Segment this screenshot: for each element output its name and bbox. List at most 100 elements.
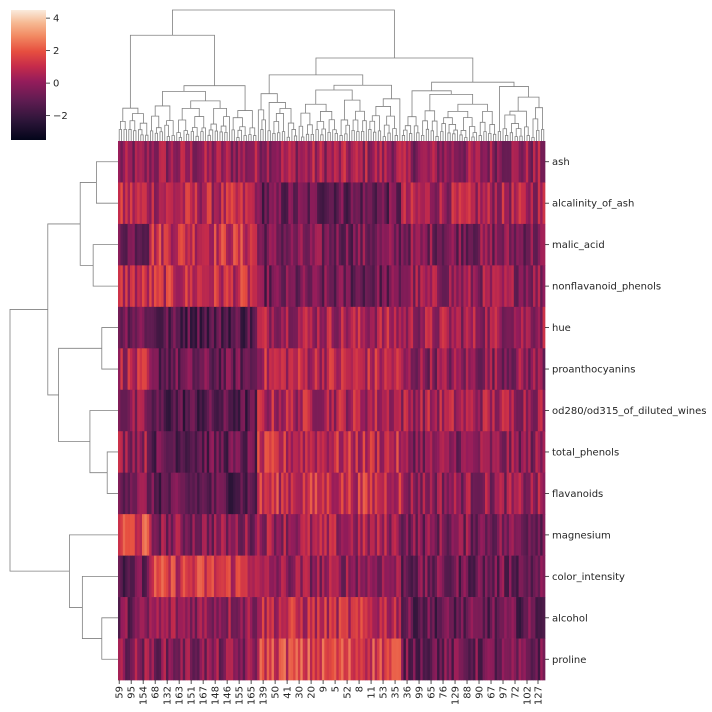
heatmap-cell xyxy=(345,389,349,432)
heatmap-cell xyxy=(386,597,390,639)
heatmap-cell xyxy=(317,141,320,183)
heatmap-cell xyxy=(338,597,342,639)
heatmap-cell xyxy=(168,223,172,266)
heatmap-cell xyxy=(134,182,138,225)
heatmap-cell xyxy=(389,431,392,474)
heatmap-cell xyxy=(528,638,531,681)
heatmap-cell xyxy=(470,555,474,598)
heatmap-cell xyxy=(319,638,323,681)
heatmap-cell xyxy=(151,182,155,225)
heatmap-cell xyxy=(132,597,136,639)
heatmap-cell xyxy=(295,348,299,391)
heatmap-cell xyxy=(446,348,450,391)
heatmap-cell xyxy=(432,597,435,639)
heatmap-cell xyxy=(333,223,337,266)
heatmap-cell xyxy=(357,597,361,639)
heatmap-cell xyxy=(350,431,354,474)
heatmap-cell xyxy=(372,514,376,556)
heatmap-cell xyxy=(350,514,354,556)
heatmap-cell xyxy=(408,555,412,598)
heatmap-cell xyxy=(348,223,352,266)
dendrogram-link xyxy=(332,129,337,141)
heatmap-cell xyxy=(497,182,500,225)
heatmap-cell xyxy=(233,223,236,266)
heatmap-cell xyxy=(487,638,491,681)
heatmap-cell xyxy=(542,555,546,598)
heatmap-cell xyxy=(365,306,368,349)
heatmap-cell xyxy=(477,555,481,598)
heatmap-cell xyxy=(165,265,169,308)
row-label: od280/od315_of_diluted_wines xyxy=(552,406,706,417)
heatmap-cell xyxy=(499,306,503,349)
dendrogram-link xyxy=(120,120,126,130)
heatmap-cell xyxy=(182,306,186,349)
heatmap-cell xyxy=(535,182,539,225)
heatmap-cell xyxy=(429,472,433,515)
heatmap-cell xyxy=(535,141,539,183)
heatmap-cell xyxy=(285,638,289,681)
heatmap-cell xyxy=(254,555,258,598)
heatmap-cell xyxy=(336,638,340,681)
heatmap-cell xyxy=(398,265,402,308)
heatmap-cell xyxy=(153,182,157,225)
heatmap-cell xyxy=(129,555,133,598)
heatmap-cell xyxy=(525,514,529,556)
heatmap-cell xyxy=(377,514,380,556)
heatmap-cell xyxy=(213,182,217,225)
dendrogram-link xyxy=(237,110,253,128)
heatmap-cell xyxy=(425,555,428,598)
heatmap-cell xyxy=(437,431,440,474)
heatmap-cell xyxy=(228,472,232,515)
heatmap-cell xyxy=(377,141,380,183)
heatmap-cell xyxy=(139,431,143,474)
heatmap-cell xyxy=(314,306,318,349)
heatmap-cell xyxy=(360,638,364,681)
heatmap-cell xyxy=(197,431,200,474)
heatmap-cell xyxy=(461,141,464,183)
heatmap-cell xyxy=(132,306,136,349)
heatmap-cell xyxy=(242,141,246,183)
heatmap-cell xyxy=(417,141,421,183)
heatmap-cell xyxy=(187,472,191,515)
heatmap-cell xyxy=(516,265,519,308)
heatmap-cell xyxy=(350,389,354,432)
heatmap-cell xyxy=(513,431,517,474)
heatmap-cell xyxy=(271,182,275,225)
heatmap-cell xyxy=(264,597,268,639)
heatmap-cell xyxy=(247,265,251,308)
heatmap-cell xyxy=(233,597,236,639)
heatmap-cell xyxy=(324,265,328,308)
dendrogram-link xyxy=(345,124,350,141)
heatmap-cell xyxy=(365,555,368,598)
dendrogram-link xyxy=(401,135,406,141)
heatmap-cell xyxy=(425,597,428,639)
heatmap-cell xyxy=(504,182,507,225)
heatmap-cell xyxy=(213,389,217,432)
heatmap-cell xyxy=(494,141,498,183)
heatmap-cell xyxy=(353,223,356,266)
heatmap-cell xyxy=(542,141,546,183)
heatmap-cell xyxy=(302,431,306,474)
heatmap-cell xyxy=(391,306,395,349)
dendrogram-link xyxy=(453,129,458,141)
heatmap-cell xyxy=(257,306,260,349)
heatmap-cell xyxy=(379,555,383,598)
heatmap-cell xyxy=(283,348,287,391)
heatmap-cell xyxy=(473,223,476,266)
heatmap-cell xyxy=(297,389,301,432)
heatmap-cell xyxy=(134,472,138,515)
row-label: malic_acid xyxy=(552,240,605,251)
heatmap-cell xyxy=(473,265,476,308)
heatmap-cell xyxy=(269,638,272,681)
heatmap-cell xyxy=(221,431,224,474)
heatmap-cell xyxy=(158,389,162,432)
heatmap-cell xyxy=(449,389,452,432)
heatmap-cell xyxy=(389,555,392,598)
heatmap-cell xyxy=(290,265,294,308)
heatmap-cell xyxy=(525,223,529,266)
heatmap-cell xyxy=(523,597,527,639)
heatmap-cell xyxy=(405,597,409,639)
heatmap-cell xyxy=(254,389,258,432)
heatmap-cell xyxy=(480,555,483,598)
heatmap-cell xyxy=(295,514,299,556)
